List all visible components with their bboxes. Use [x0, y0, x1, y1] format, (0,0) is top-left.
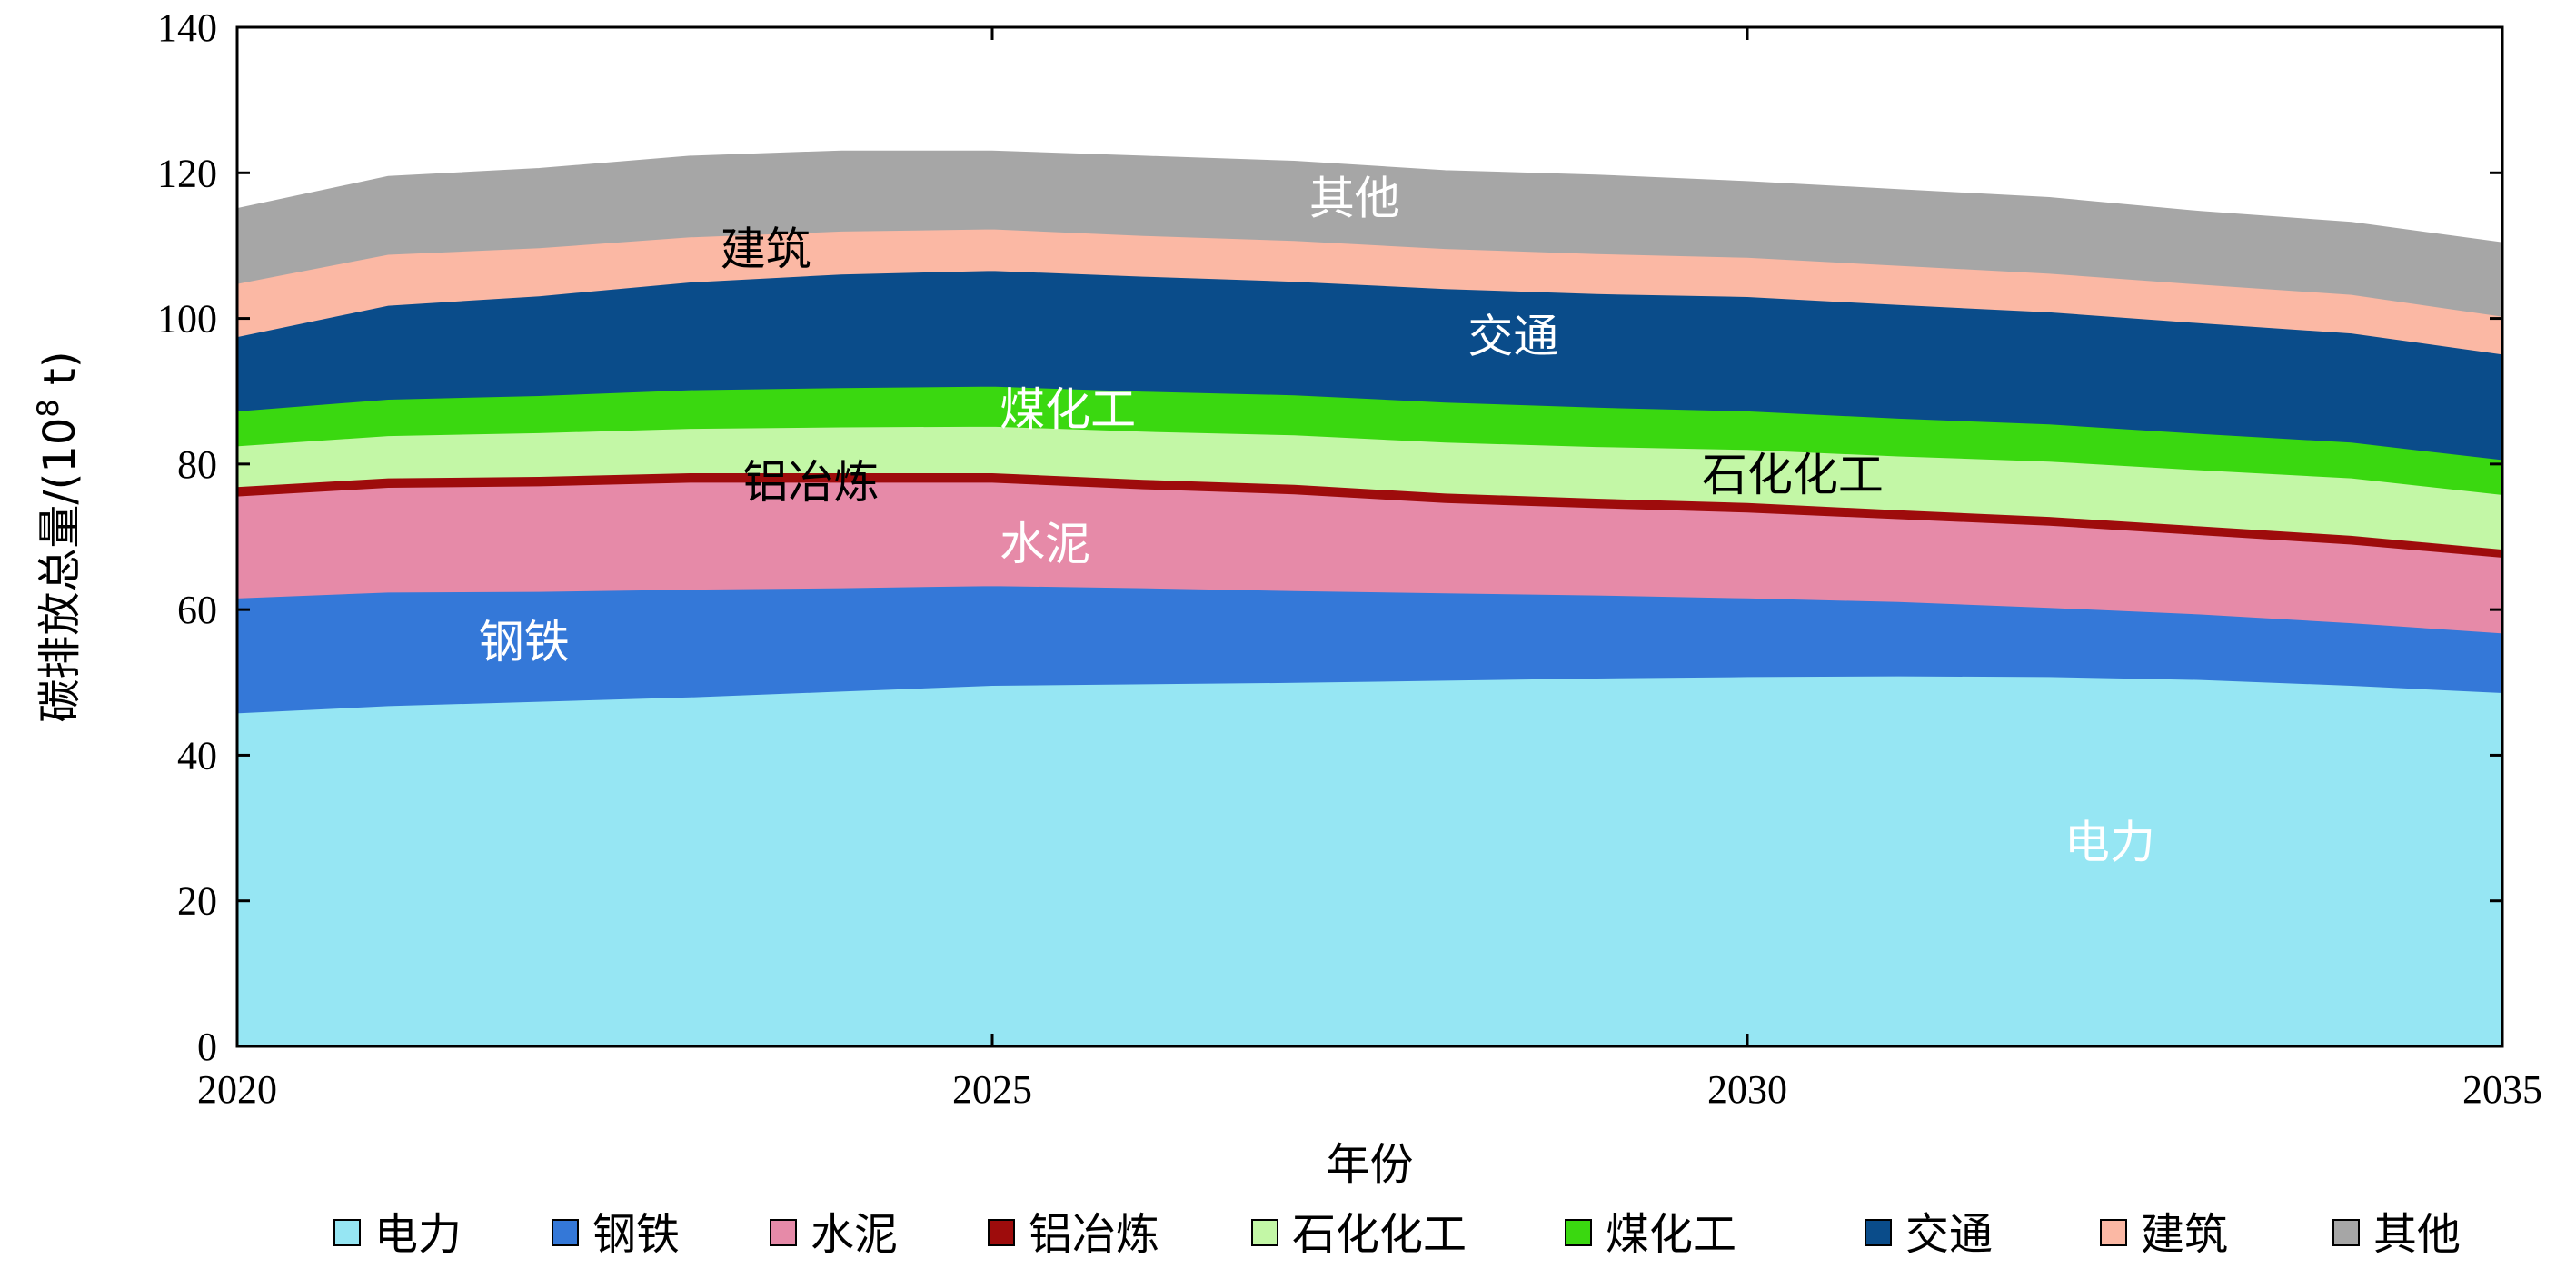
y-axis-title-superscript: 8 [31, 399, 65, 417]
legend-swatch-5 [1565, 1219, 1592, 1246]
legend-swatch-0 [333, 1219, 361, 1246]
area-label-6: 交通 [1467, 311, 1558, 363]
x-tick-label: 2025 [952, 1067, 1032, 1112]
x-tick-label: 2030 [1707, 1067, 1787, 1112]
legend-label-4: 石化化工 [1292, 1209, 1467, 1260]
y-axis-title-suffix: t) [35, 351, 85, 399]
y-tick-label: 80 [177, 442, 217, 487]
legend: 电力 钢铁 水泥 铝冶炼 石化化工 煤化工 交通 建筑 其他 [333, 1209, 2461, 1260]
area-label-7: 建筑 [721, 223, 811, 275]
y-tick-label: 20 [177, 879, 217, 924]
area-label-1: 钢铁 [479, 616, 570, 669]
area-label-3: 铝冶炼 [743, 456, 880, 509]
x-tick-label: 2035 [2462, 1067, 2542, 1112]
legend-swatch-1 [552, 1219, 579, 1246]
area-labels: 电力 钢铁 水泥 铝冶炼 石化化工 煤化工 交通 建筑 其他 [479, 172, 2155, 868]
y-tick-label: 40 [177, 733, 217, 778]
legend-label-5: 煤化工 [1606, 1209, 1736, 1260]
x-tick-label: 2020 [197, 1067, 277, 1112]
legend-swatch-6 [1865, 1219, 1892, 1246]
legend-label-3: 铝冶炼 [1029, 1209, 1159, 1260]
y-axis-title: 碳排放总量/(108 t) [31, 351, 85, 722]
legend-swatch-2 [770, 1219, 797, 1246]
area-label-2: 水泥 [1000, 518, 1090, 570]
legend-label-6: 交通 [1905, 1209, 1993, 1260]
x-axis-title: 年份 [1326, 1139, 1413, 1190]
legend-swatch-3 [988, 1219, 1015, 1246]
area-label-8: 其他 [1309, 172, 1400, 224]
y-tick-label: 0 [197, 1025, 217, 1069]
plot-frame [235, 25, 2504, 1048]
legend-label-8: 其他 [2373, 1209, 2461, 1260]
legend-label-0: 电力 [374, 1209, 462, 1260]
y-axis-ticks: 0 20 40 60 80 100 120 140 [157, 5, 2502, 1069]
y-tick-label: 120 [157, 151, 217, 195]
y-tick-label: 140 [157, 5, 217, 50]
area-series-group [236, 150, 2503, 1047]
area-label-5: 煤化工 [1000, 383, 1136, 436]
legend-swatch-8 [2332, 1219, 2360, 1246]
x-axis-ticks: 2020 2025 2030 2035 [197, 27, 2542, 1112]
legend-label-1: 钢铁 [592, 1209, 680, 1260]
legend-swatch-7 [2100, 1219, 2127, 1246]
y-tick-label: 60 [177, 588, 217, 632]
area-series-0 [236, 675, 2503, 1047]
legend-label-2: 水泥 [811, 1209, 898, 1260]
area-label-4: 石化化工 [1702, 449, 1884, 501]
legend-label-7: 建筑 [2141, 1209, 2228, 1260]
y-tick-label: 100 [157, 297, 217, 342]
area-label-0: 电力 [2064, 817, 2155, 869]
y-axis-title-main: 碳排放总量/(10 [35, 418, 85, 723]
legend-swatch-4 [1251, 1219, 1278, 1246]
